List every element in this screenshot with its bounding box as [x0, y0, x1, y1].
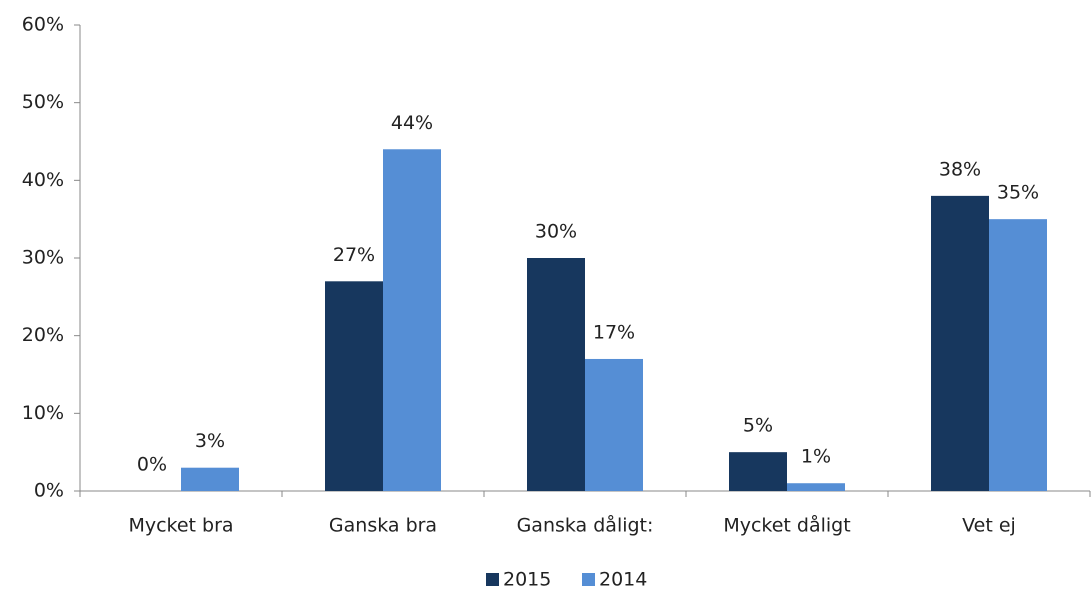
bar: [527, 258, 585, 491]
bar: [931, 195, 989, 491]
y-tick-label: 60%: [22, 14, 64, 36]
y-tick-label: 20%: [22, 324, 64, 346]
bar: [729, 452, 787, 491]
x-tick-label: Ganska bra: [329, 515, 437, 537]
value-label: 30%: [535, 221, 577, 243]
y-tick-label: 30%: [22, 247, 64, 269]
bar: [787, 483, 845, 491]
legend-swatch: [486, 573, 499, 586]
value-label: 1%: [801, 446, 831, 468]
value-label: 35%: [997, 182, 1039, 204]
legend-label: 2015: [503, 569, 551, 591]
legend-swatch: [582, 573, 595, 586]
bar: [383, 149, 441, 491]
y-tick-label: 10%: [22, 402, 64, 424]
bar: [181, 467, 239, 491]
bar: [585, 358, 643, 491]
bar: [325, 281, 383, 491]
x-tick-label: Mycket bra: [128, 515, 233, 537]
value-label: 17%: [593, 321, 635, 343]
value-label: 27%: [333, 244, 375, 266]
x-tick-label: Ganska dåligt:: [517, 514, 654, 537]
value-label: 38%: [939, 158, 981, 180]
value-label: 0%: [137, 454, 167, 476]
y-tick-label: 50%: [22, 91, 64, 113]
y-tick-label: 0%: [34, 480, 64, 502]
y-tick-label: 40%: [22, 169, 64, 191]
x-tick-label: Vet ej: [962, 515, 1016, 537]
value-label: 44%: [391, 112, 433, 134]
value-label: 3%: [195, 430, 225, 452]
x-tick-label: Mycket dåligt: [723, 514, 850, 537]
bar: [989, 219, 1047, 491]
value-label: 5%: [743, 415, 773, 437]
legend-label: 2014: [599, 569, 647, 591]
